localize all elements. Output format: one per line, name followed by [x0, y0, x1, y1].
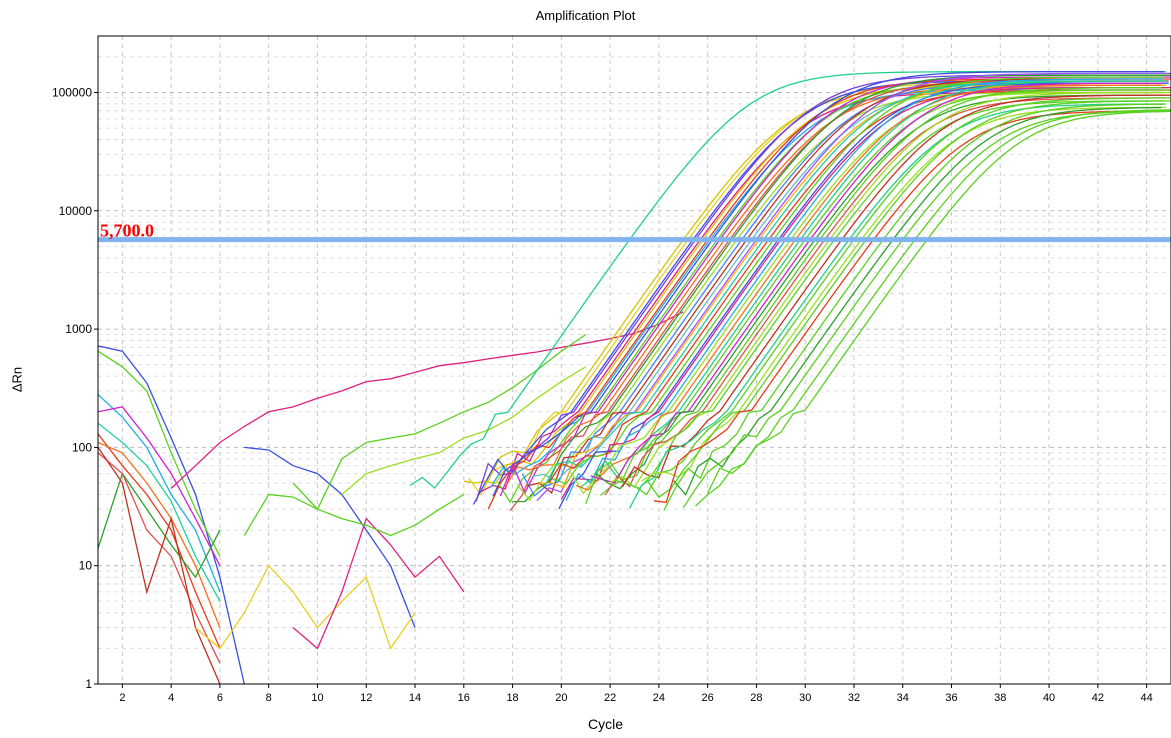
- amplification-curve: [570, 91, 1169, 495]
- amplification-curve: [595, 94, 1169, 490]
- grid-layer: [98, 35, 1171, 685]
- noise-trace: [98, 422, 221, 602]
- amplification-curve: [553, 76, 1164, 485]
- amplification-curve: [575, 84, 1162, 491]
- amplification-curve: [614, 100, 1164, 490]
- x-tick-label: 24: [653, 692, 665, 704]
- amplification-curve: [548, 89, 1171, 484]
- amplification-curve: [634, 97, 1171, 496]
- x-axis-label: Cycle: [587, 716, 623, 732]
- noise-trace: [98, 350, 221, 557]
- x-tick-label: 26: [702, 692, 714, 704]
- x-tick-label: 36: [945, 692, 957, 704]
- noise-trace: [292, 517, 465, 650]
- threshold-layer: 5,700.0: [98, 221, 1171, 243]
- amplification-curve: [512, 74, 1171, 503]
- x-tick-label: 42: [1092, 692, 1104, 704]
- amplification-curve: [483, 84, 1167, 485]
- y-tick-label: 10000: [59, 204, 93, 218]
- amplification-curve: [536, 72, 1171, 502]
- noise-trace: [98, 345, 245, 684]
- threshold-label: 5,700.0: [100, 221, 154, 241]
- x-tick-label: 4: [168, 692, 174, 704]
- x-tick-label: 14: [409, 692, 421, 704]
- amplification-curve: [621, 94, 1171, 488]
- y-tick-label: 1: [85, 677, 92, 691]
- noise-trace: [98, 472, 221, 579]
- amplification-curve: [629, 103, 1167, 509]
- amplification-curve: [641, 106, 1167, 482]
- amplification-curve: [673, 106, 1162, 496]
- noise-trace: [244, 446, 416, 628]
- chart-title: Amplification Plot: [535, 8, 636, 23]
- x-tick-label: 34: [897, 692, 909, 704]
- x-tick-label: 8: [266, 692, 272, 704]
- noise-trace: [98, 406, 221, 566]
- x-tick-label: 16: [458, 692, 470, 704]
- x-tick-label: 20: [555, 692, 567, 704]
- amplification-curve: [653, 110, 1167, 504]
- noise-trace: [243, 493, 465, 537]
- amplification-curve: [521, 82, 1169, 497]
- amplification-curve: [599, 86, 1162, 496]
- noise-trace: [98, 441, 221, 628]
- axes-layer: 2 4 6 8 10 12 14 16 18 20 22 24 26 28 30 32 34 36 38 40 42 44…: [52, 35, 1171, 704]
- noise-trace: [98, 452, 221, 664]
- amplification-curve: [580, 80, 1167, 488]
- x-tick-label: 28: [750, 692, 762, 704]
- amplification-curve: [497, 82, 1169, 504]
- y-tick-label: 100000: [52, 85, 92, 99]
- noise-trace: [98, 433, 221, 649]
- amplification-curve: [492, 70, 1164, 497]
- x-tick-label: 10: [311, 692, 323, 704]
- x-tick-label: 6: [217, 692, 223, 704]
- amplification-curve: [539, 84, 1162, 489]
- amplification-curve: [707, 110, 1171, 494]
- y-tick-label: 100: [72, 440, 92, 454]
- x-tick-label: 12: [360, 692, 372, 704]
- amplification-curve: [472, 80, 1169, 505]
- noise-trace: [341, 366, 587, 495]
- amplification-curve: [695, 109, 1171, 507]
- amplification-curve: [663, 103, 1164, 511]
- plot-frame: [97, 35, 1171, 685]
- x-tick-label: 18: [506, 692, 518, 704]
- traces-layer: [98, 311, 684, 684]
- amplification-curve: [646, 100, 1171, 499]
- x-tick-label: 44: [1140, 692, 1152, 704]
- x-tick-label: 2: [119, 692, 125, 704]
- amplification-curve: [609, 91, 1171, 489]
- y-tick-label: 1000: [65, 322, 92, 336]
- amplification-curve: [585, 89, 1171, 505]
- amplification-curve: [565, 78, 1164, 501]
- x-tick-label: 38: [994, 692, 1006, 704]
- noise-trace: [170, 311, 684, 489]
- y-tick-label: 10: [79, 559, 93, 573]
- noise-trace: [195, 564, 416, 650]
- noise-trace: [98, 447, 221, 684]
- curves-layer: [409, 70, 1171, 512]
- amplification-curve: [468, 82, 1164, 496]
- amplification-curve: [409, 70, 1167, 489]
- noise-trace: [98, 394, 221, 593]
- x-tick-label: 30: [799, 692, 811, 704]
- x-tick-label: 22: [604, 692, 616, 704]
- x-tick-label: 32: [848, 692, 860, 704]
- x-tick-label: 40: [1043, 692, 1055, 704]
